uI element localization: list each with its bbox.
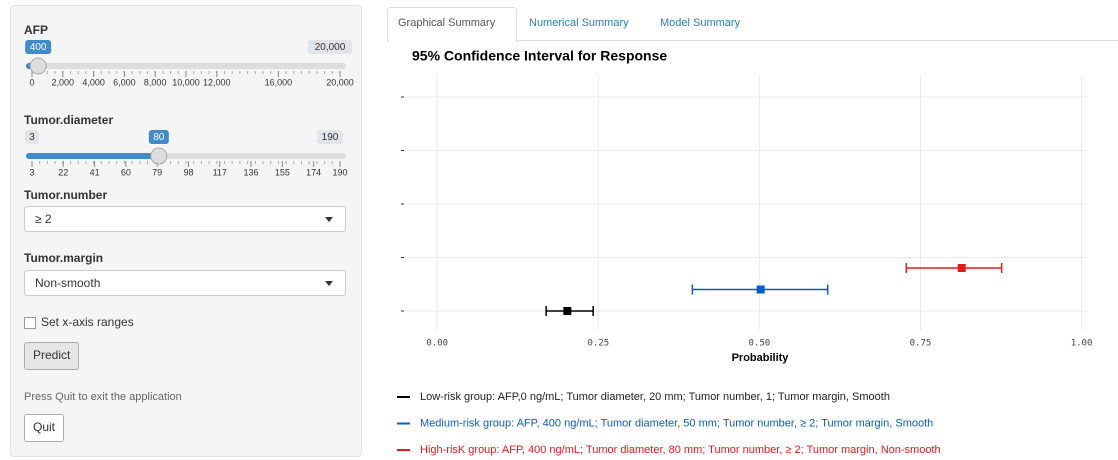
slider-tick-label: 4,000 [82, 77, 105, 87]
x-tick-label: 0.50 [749, 339, 771, 349]
plot-area [405, 75, 1088, 330]
slider-tick-label: 98 [183, 167, 193, 177]
slider-max-bg [317, 130, 343, 144]
predict-button[interactable]: Predict [24, 342, 80, 370]
slider-tick-label: 136 [244, 167, 259, 177]
slider-tick-label: 79 [152, 167, 162, 177]
select[interactable]: ≥ 2 [24, 206, 346, 232]
slider-tick-label: 155 [275, 167, 290, 177]
legend-label: Medium-risk group: AFP, 400 ng/mL; Tumor… [420, 417, 933, 429]
chart: 95% Confidence Interval for Response Pro… [397, 48, 1093, 456]
select[interactable]: Non-smooth [24, 270, 346, 296]
slider-value-bg [25, 40, 52, 54]
quit-note: Press Quit to exit the application [24, 391, 182, 403]
slider-tick-label: 190 [332, 167, 347, 177]
slider-label: Tumor.diameter [24, 113, 113, 127]
slider-tick-label: 16,000 [265, 77, 293, 87]
tab[interactable]: Graphical Summary [398, 17, 496, 29]
slider-tick-label: 20,000 [326, 77, 354, 87]
slider-tick-label: 10,000 [172, 77, 200, 87]
sliders: AFP 0 2,000 4,000 6,000 8,000 10,000 12,000 16,0… [24, 23, 354, 177]
checkbox[interactable] [24, 317, 36, 329]
slider-tick-label: 6,000 [113, 77, 136, 87]
tab-border [387, 40, 1118, 41]
slider-bar [26, 153, 159, 159]
slider-value-bg [148, 130, 169, 144]
chart-title: 95% Confidence Interval for Response [412, 48, 667, 64]
slider-tick-label: 0 [29, 77, 34, 87]
point [756, 285, 765, 294]
checkbox-label[interactable]: Set x-axis ranges [41, 315, 134, 329]
slider-max: 20,000 [315, 42, 346, 53]
point [563, 307, 572, 315]
slider-tick-label: 22 [58, 167, 68, 177]
slider-tick-label: 2,000 [52, 77, 75, 87]
x-tick-label: 0.25 [587, 339, 609, 349]
select-label: Tumor.number [24, 188, 108, 202]
x-tick-label: 0.75 [910, 339, 932, 349]
slider-tick-label: 12,000 [203, 77, 231, 87]
slider-handle[interactable] [29, 57, 47, 75]
slider-max: 190 [322, 132, 339, 143]
x-tick-label: 0.00 [426, 339, 448, 349]
x-tick-label: 1.00 [1071, 339, 1093, 349]
legend-label: Low-risk group: AFP,0 ng/mL; Tumor diame… [420, 391, 890, 403]
x-axis-label: Probability [732, 352, 790, 364]
slider-min-bg [25, 130, 39, 144]
slider-label: AFP [24, 23, 48, 37]
slider-tick-label: 3 [29, 167, 34, 177]
quit-button[interactable]: Quit [24, 414, 65, 442]
slider-max-bg [308, 40, 352, 54]
slider-min: 3 [29, 132, 35, 143]
tab[interactable]: Model Summary [660, 17, 741, 29]
slider-value: 80 [153, 132, 165, 143]
point [957, 264, 966, 272]
active-tab[interactable] [387, 7, 517, 42]
slider-tick-label: 8,000 [144, 77, 167, 87]
slider-tick-label: 60 [121, 167, 131, 177]
slider-tick-label: 117 [213, 167, 227, 177]
slider-handle[interactable] [150, 147, 168, 165]
slider-value: 400 [30, 42, 47, 53]
slider-tick-label: 174 [306, 167, 321, 177]
slider-track [26, 63, 346, 69]
tab[interactable]: Numerical Summary [529, 17, 629, 29]
slider-tick-label: 41 [90, 167, 100, 177]
select-label: Tumor.margin [24, 251, 104, 265]
legend-label: High-risK group: AFP, 400 ng/mL; Tumor d… [420, 444, 941, 456]
